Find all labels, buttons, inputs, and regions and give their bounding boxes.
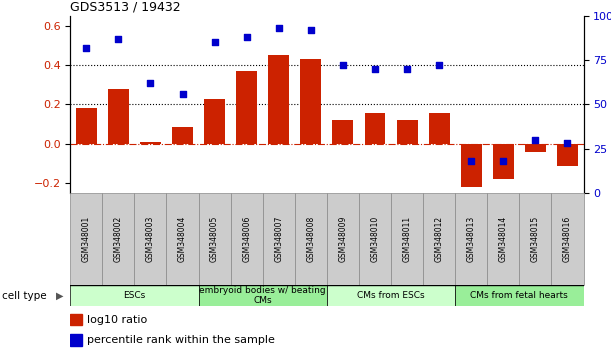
Bar [70,193,103,285]
Text: embryoid bodies w/ beating
CMs: embryoid bodies w/ beating CMs [199,286,326,305]
Bar [108,89,129,144]
Text: CMs from ESCs: CMs from ESCs [357,291,425,300]
Bar [199,193,231,285]
Text: percentile rank within the sample: percentile rank within the sample [87,335,274,345]
Point [178,91,188,97]
Point [114,36,123,42]
Bar [268,55,289,144]
Point [466,158,476,164]
Bar [301,59,321,144]
Bar [519,193,552,285]
Bar [295,193,327,285]
Text: GSM348012: GSM348012 [434,216,444,262]
Point [530,137,540,143]
Bar [455,193,488,285]
Text: GSM348003: GSM348003 [146,216,155,262]
Bar [455,285,584,306]
Text: GSM348004: GSM348004 [178,216,187,262]
Bar [231,193,263,285]
Bar [557,144,578,166]
Text: GSM348014: GSM348014 [499,216,508,262]
Point [370,66,380,72]
Text: GSM348005: GSM348005 [210,216,219,262]
Bar [140,142,161,144]
Text: GSM348006: GSM348006 [242,216,251,262]
Bar [525,144,546,152]
Text: GSM348009: GSM348009 [338,216,348,262]
Point [338,63,348,68]
Bar [263,193,295,285]
Text: cell type: cell type [2,291,46,301]
Bar [204,98,225,144]
Point [306,27,316,33]
Text: GSM348002: GSM348002 [114,216,123,262]
Bar [493,144,514,179]
Text: GSM348015: GSM348015 [531,216,540,262]
Text: GSM348013: GSM348013 [467,216,476,262]
Text: GSM348010: GSM348010 [370,216,379,262]
Bar [70,314,81,325]
Text: CMs from fetal hearts: CMs from fetal hearts [470,291,568,300]
Text: GSM348016: GSM348016 [563,216,572,262]
Point [210,40,219,45]
Bar [391,193,423,285]
Bar [236,71,257,144]
Bar [172,127,193,144]
Bar [327,193,359,285]
Point [145,80,155,86]
Point [499,158,508,164]
Bar [327,285,455,306]
Bar [103,193,134,285]
Point [563,141,573,146]
Text: GSM348011: GSM348011 [403,216,412,262]
Bar [332,120,353,144]
Point [402,66,412,72]
Text: ▶: ▶ [56,291,64,301]
Point [434,63,444,68]
Bar [429,113,450,144]
Point [242,34,252,40]
Bar [199,285,327,306]
Bar [423,193,455,285]
Bar [70,285,199,306]
Bar [70,334,81,346]
Bar [365,113,386,144]
Text: GSM348001: GSM348001 [82,216,91,262]
Text: GSM348008: GSM348008 [306,216,315,262]
Bar [166,193,199,285]
Point [81,45,91,51]
Bar [134,193,166,285]
Bar [359,193,391,285]
Point [274,25,284,31]
Bar [488,193,519,285]
Bar [552,193,584,285]
Bar [461,144,481,187]
Text: GSM348007: GSM348007 [274,216,284,262]
Bar [397,120,417,144]
Bar [76,108,97,144]
Text: ESCs: ESCs [123,291,145,300]
Text: GDS3513 / 19432: GDS3513 / 19432 [70,0,181,13]
Text: log10 ratio: log10 ratio [87,314,147,325]
